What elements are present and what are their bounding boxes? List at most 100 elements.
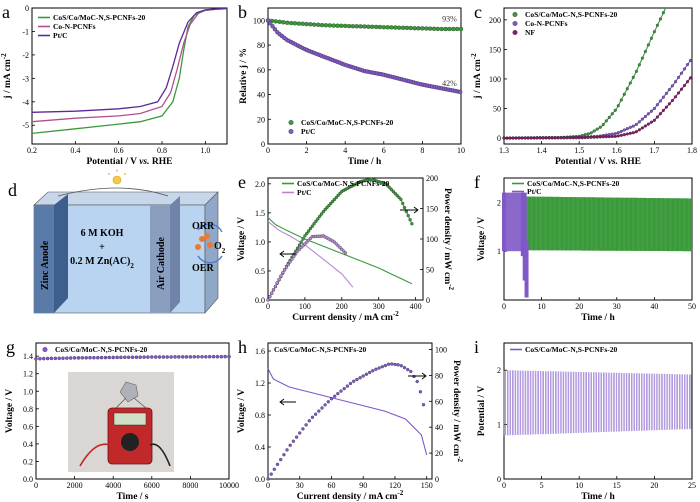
electrolyte-label: 6 M KOH [81, 228, 124, 239]
legend-marker [42, 347, 48, 352]
series-marker [153, 355, 158, 359]
series-marker [408, 25, 413, 31]
series-marker [188, 355, 193, 359]
y-tick-label: 40 [257, 91, 265, 100]
y-axis-label: Potential / V [477, 386, 487, 437]
series-marker [625, 132, 629, 136]
series-marker [502, 136, 506, 140]
power-marker [399, 364, 403, 368]
x-axis-label: Time / s [116, 492, 148, 502]
series-marker [169, 355, 173, 359]
series-marker [658, 112, 662, 116]
series-marker [577, 136, 581, 140]
series-marker [571, 136, 575, 140]
series-marker [523, 136, 527, 140]
series-marker [601, 122, 605, 127]
series-marker [619, 129, 623, 133]
arrow-right [400, 206, 419, 214]
cathode-label: Air Cathode [156, 237, 167, 290]
y-tick-label: 1.4 [23, 352, 33, 361]
series-marker [652, 118, 656, 122]
series-marker [296, 21, 302, 26]
x-tick-label: 200 [336, 302, 348, 311]
x-tick-label: 40 [650, 302, 658, 311]
power-marker [342, 386, 346, 391]
y-tick-label: 0 [497, 475, 501, 484]
series-marker [622, 133, 626, 137]
series-marker [670, 98, 674, 103]
x-tick-label: 8000 [182, 481, 198, 490]
series-marker [211, 354, 216, 359]
series-marker [541, 136, 545, 140]
series-marker [373, 24, 379, 30]
y-tick-label: 0.0 [255, 296, 265, 305]
y2-tick-label: 100 [426, 235, 438, 244]
series-marker [49, 356, 54, 361]
y-tick-label: 0.8 [255, 411, 265, 420]
y-tick-label: 60 [257, 66, 265, 75]
power-marker [383, 363, 388, 368]
power-marker [339, 389, 343, 393]
cycling-band [504, 192, 525, 252]
series-marker [126, 355, 131, 360]
x-tick-label: 15 [613, 481, 621, 490]
panel-g-frame [35, 342, 230, 480]
power-marker [325, 205, 329, 210]
series-marker [34, 357, 38, 361]
series-marker [613, 132, 617, 136]
y-tick-label: 0 [497, 134, 501, 143]
series-marker [451, 26, 456, 32]
series-marker [661, 95, 665, 99]
power-marker [271, 288, 276, 292]
x-tick-label: 10000 [219, 481, 239, 490]
power-marker [355, 377, 359, 382]
retention-annotation: 93% [442, 15, 457, 24]
x-tick-label: 0 [34, 481, 38, 490]
x-tick-label: 0.8 [157, 146, 167, 155]
arrow-right [408, 372, 427, 380]
x-tick-label: 100 [299, 302, 311, 311]
series-marker [631, 75, 635, 79]
series-marker [508, 136, 512, 140]
legend-entry: CoS/Co/MoC-N,S-PCNFs-20 [525, 10, 618, 19]
power-marker [401, 201, 405, 206]
series-marker [580, 136, 584, 140]
battery-icon [119, 381, 139, 403]
series-marker [616, 134, 620, 138]
series-marker [92, 355, 96, 360]
y-tick-label: 0.6 [23, 422, 33, 431]
series-marker [544, 136, 548, 140]
series-marker [676, 91, 681, 95]
series-marker [616, 104, 620, 108]
anode-label: Zinc Anode [40, 240, 51, 290]
y-axis-label: Voltage / V [477, 217, 487, 261]
x-tick-label: 8 [420, 146, 424, 155]
series-marker [679, 71, 684, 75]
series-marker [646, 122, 650, 126]
air-cathode-plate [150, 205, 170, 313]
x-tick-label: 120 [389, 481, 401, 490]
series-marker [292, 21, 298, 26]
series-marker [385, 25, 390, 30]
legend-marker [512, 30, 518, 35]
x-tick-label: 10 [457, 146, 465, 155]
legend-entry: CoS/Co/MoC-N,S-PCNFs-20 [297, 179, 390, 188]
series-marker [673, 95, 678, 99]
x-tick-label: 6000 [144, 481, 160, 490]
power-marker [275, 281, 279, 285]
y2-tick-label: 40 [435, 423, 443, 432]
polarization-line [267, 368, 428, 456]
power-marker [298, 431, 302, 435]
series-marker [640, 126, 644, 130]
power-marker [326, 400, 330, 404]
series-marker [634, 122, 638, 126]
series-marker [562, 136, 566, 140]
y-tick-label: 2.0 [255, 180, 265, 189]
series-marker [547, 136, 551, 140]
series-marker [595, 127, 599, 131]
panel-e: 0 100 200 300 400 0.0 0.5 1.0 1.5 2.0 Current dens… [237, 172, 455, 323]
power-marker [361, 374, 365, 378]
y-axis-label: Voltage / V [237, 389, 247, 433]
series-marker [80, 356, 85, 360]
x-tick-label: 1.0 [200, 146, 210, 155]
